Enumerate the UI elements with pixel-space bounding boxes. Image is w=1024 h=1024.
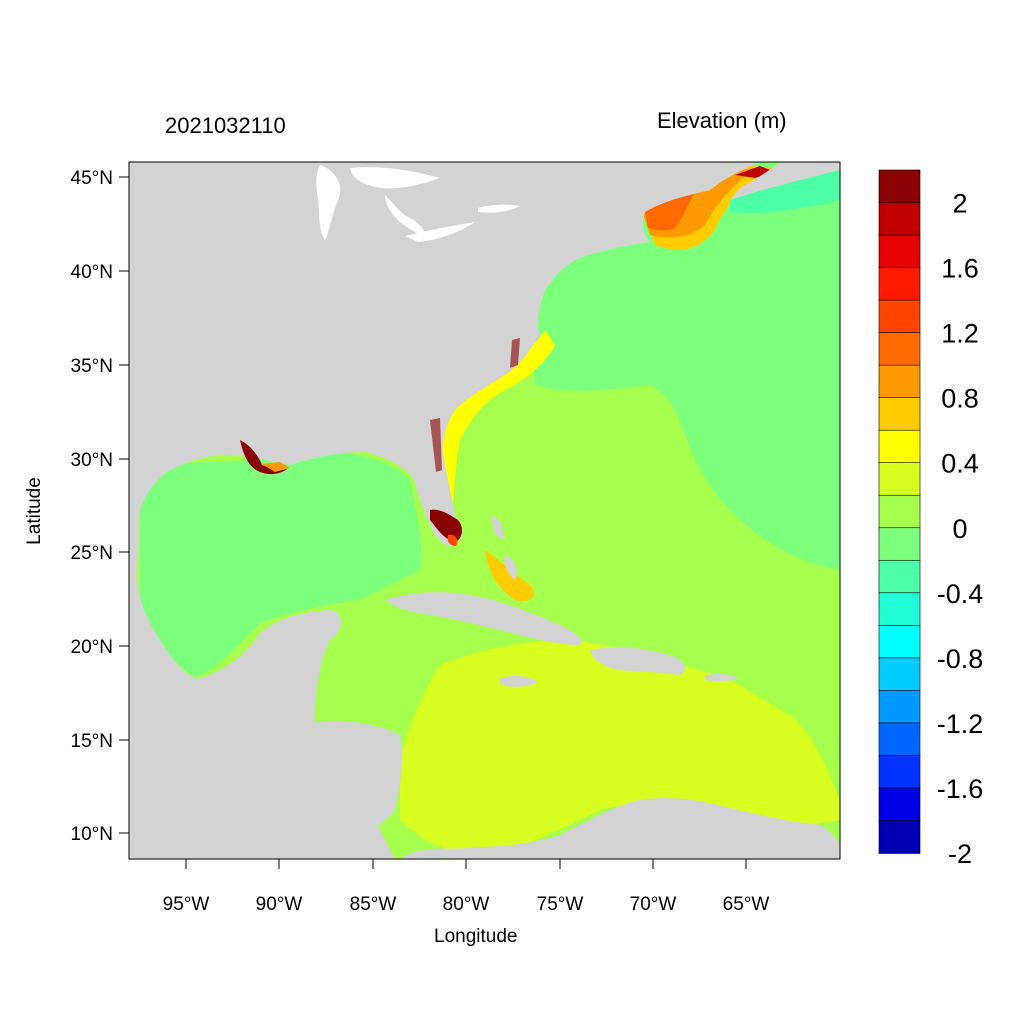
lat-tick-label: 40°N [71,262,113,283]
colorbar-segment [878,755,921,789]
flood-louisiana-coast [262,462,290,472]
colorbar-label: -1.2 [937,709,984,739]
land-andros [504,555,517,580]
colorbar-label: -0.8 [937,644,984,674]
colorbar-segment [878,820,921,854]
colorbar-label: 0 [952,514,967,544]
lake-ontario [478,204,520,213]
lat-tick-label: 20°N [71,637,113,658]
colorbar-label: 1.6 [941,254,979,284]
colorbar-labels: 2 1.6 1.2 0.8 0.4 0 -0.4 -0.8 -1.2 -1.6 -2 [937,189,984,869]
colorbar-label: 2 [952,189,967,219]
map-plot-area [129,162,840,859]
colorbar-segment [878,462,921,497]
flood-louisiana [240,440,288,475]
colorbar-segment [878,592,921,627]
land-cuba [385,592,582,645]
land-nova-scotia [730,162,840,200]
flood-georgia-coast [430,418,442,472]
land-central-america [129,719,395,859]
variable-title: Elevation (m) [657,108,787,133]
colorbar-label: 1.2 [941,319,979,349]
region-gulf-of-mexico [140,452,422,678]
colorbar-segment [878,202,921,236]
latitude-ticks: 45°N 40°N 35°N 30°N 25°N 20°N 15°N 10°N [71,168,129,845]
colorbar-segment [878,299,921,334]
region-bahamas [485,550,535,602]
flood-carolina-coast [510,338,520,368]
flood-florida-bay [447,534,458,546]
colorbar-segment [878,690,921,724]
lon-tick-label: 80°W [443,894,490,915]
map-frame [128,161,841,860]
colorbar-segment [878,234,921,269]
timestamp-label: 2021032110 [165,113,286,138]
colorbar-segment [878,397,921,431]
x-axis-label: Longitude [434,926,518,947]
colorbar [878,169,921,854]
land-jamaica [500,675,538,687]
region-near-zero [532,162,840,570]
colorbar-segment [878,429,921,464]
lake-erie [405,222,475,242]
lat-tick-label: 30°N [71,450,113,471]
colorbar-label: -2 [948,839,972,869]
colorbar-label: -1.6 [937,774,984,804]
lat-tick-label: 10°N [71,824,113,845]
colorbar-segment [878,494,921,529]
colorbar-segment [878,364,921,399]
colorbar-label: -0.4 [937,579,984,609]
lat-tick-label: 35°N [71,356,113,377]
colorbar-segment [878,625,921,659]
colorbar-label: 0.4 [941,449,979,479]
colorbar-segment [878,267,921,301]
lon-tick-label: 65°W [723,894,770,915]
colorbar-segment [878,169,921,204]
lake-superior [350,167,440,189]
longitude-ticks: 95°W 90°W 85°W 80°W 75°W 70°W 65°W [163,859,770,915]
lon-tick-label: 75°W [537,894,584,915]
colorbar-label: 0.8 [941,384,979,414]
land-bahamas [490,515,505,540]
land-south-america [400,797,840,859]
lon-tick-label: 85°W [350,894,397,915]
colorbar-segment [878,559,921,594]
land-hispaniola [590,647,686,675]
flood-south-florida [430,509,462,542]
region-caribbean [400,640,840,855]
lake-huron [385,195,428,238]
lat-tick-label: 25°N [71,543,113,564]
land-north-america [129,162,760,859]
lat-tick-label: 45°N [71,168,113,189]
colorbar-segment [878,527,921,562]
y-axis-label: Latitude [24,477,45,545]
colorbar-segment [878,787,921,822]
lon-tick-label: 95°W [163,894,210,915]
region-se-shelf [440,330,555,510]
colorbar-segment [878,657,921,692]
lake-michigan [316,165,341,240]
lon-tick-label: 70°W [630,894,677,915]
land-puerto-rico [705,674,738,682]
lon-tick-label: 90°W [256,894,303,915]
region-scotian-shelf [730,165,840,213]
colorbar-segment [878,332,921,366]
colorbar-segment [878,722,921,757]
lat-tick-label: 15°N [71,731,113,752]
